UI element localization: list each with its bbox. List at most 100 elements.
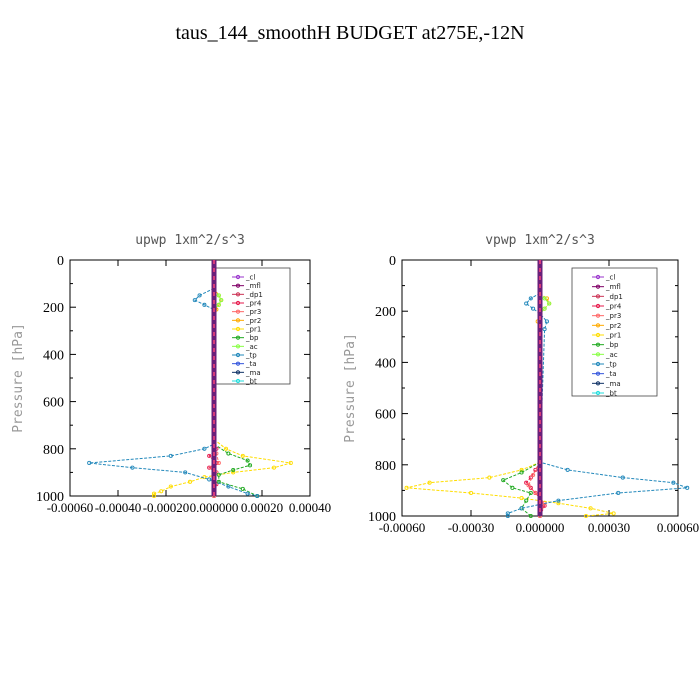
legend-marker <box>595 274 601 280</box>
legend-label: _mfl <box>245 282 261 290</box>
series-point <box>202 302 207 307</box>
y-axis-label: Pressure [hPa] <box>343 333 358 443</box>
series-line-pr1 <box>406 461 614 517</box>
series-point <box>519 467 524 472</box>
series-point <box>528 485 533 490</box>
x-tick-label: -0.00060 <box>47 500 94 515</box>
series-point <box>216 293 221 298</box>
legend-label: _pr4 <box>245 300 262 308</box>
legend-label: _cl <box>605 274 615 282</box>
series-point <box>685 485 690 490</box>
legend-label: _pr3 <box>605 312 621 320</box>
legend-label: _pr1 <box>605 332 621 340</box>
series-point <box>542 327 547 332</box>
series-point <box>216 460 221 466</box>
series-point <box>583 513 589 519</box>
series-point <box>524 301 529 306</box>
y-tick-label: 0 <box>57 254 64 269</box>
x-tick-label: 0.00060 <box>657 520 699 535</box>
legend-marker <box>235 292 241 297</box>
series-point <box>588 506 593 511</box>
series-point <box>216 472 221 477</box>
y-axis-label: Pressure [hPa] <box>11 323 26 433</box>
legend-marker <box>595 390 601 396</box>
legend-label: _ta <box>245 360 257 368</box>
series-point <box>197 293 202 298</box>
series-point <box>544 319 549 324</box>
chart-title: vpwp 1xm^2/s^3 <box>485 233 595 248</box>
series-point <box>223 446 229 451</box>
x-tick-label: -0.00040 <box>95 500 142 515</box>
y-tick-label: 600 <box>375 408 396 423</box>
series-line-pr3 <box>527 461 546 517</box>
series-point <box>524 498 529 503</box>
legend-label: _dp1 <box>605 293 623 301</box>
series-point <box>231 467 236 473</box>
series-point <box>505 511 510 516</box>
legend-label: _pr4 <box>605 303 622 311</box>
legend-label: _pr2 <box>245 317 261 325</box>
legend-marker <box>235 283 241 288</box>
series-point <box>151 493 157 499</box>
series-point <box>168 453 173 458</box>
series-point <box>247 463 253 468</box>
legend-marker <box>595 303 601 309</box>
x-tick-label: 0.00040 <box>289 500 331 515</box>
series-point <box>231 470 236 475</box>
legend-label: _ac <box>245 343 258 351</box>
series-point <box>531 306 536 311</box>
series-point <box>240 453 245 458</box>
series-point <box>519 496 524 501</box>
legend-marker <box>235 300 241 306</box>
legend-label: _tp <box>245 352 257 360</box>
x-tick-label: 0.00020 <box>241 500 283 515</box>
series-point <box>207 465 212 470</box>
series-point <box>533 490 538 496</box>
series-point <box>255 493 260 499</box>
series-line-ac <box>213 290 222 310</box>
legend-label: _dp1 <box>245 291 263 299</box>
series-point <box>87 460 92 466</box>
legend-label: _ma <box>245 369 261 377</box>
y-tick-label: 1000 <box>368 510 396 525</box>
legend-marker <box>235 335 241 340</box>
series-point <box>505 513 510 519</box>
y-tick-label: 200 <box>375 305 396 320</box>
y-tick-label: 800 <box>43 443 64 458</box>
x-tick-label: 0.00030 <box>588 520 630 535</box>
legend-label: _pr1 <box>245 326 261 334</box>
series-point <box>519 470 524 475</box>
legend-box <box>571 267 658 397</box>
y-tick-label: 200 <box>43 301 64 316</box>
series-point <box>544 296 549 301</box>
legend-box <box>211 267 291 385</box>
legend-label: _bt <box>245 378 257 386</box>
series-line-tp <box>507 292 688 516</box>
legend-marker <box>235 318 241 323</box>
legend-label: _bp <box>605 341 619 349</box>
legend-marker <box>595 361 601 367</box>
y-tick-label: 600 <box>43 396 64 411</box>
chart-title: upwp 1xm^2/s^3 <box>135 233 245 248</box>
series-point <box>547 301 552 306</box>
legend-marker <box>595 323 601 328</box>
legend-label: _mfl <box>605 283 621 291</box>
series-point <box>531 472 536 478</box>
chart-panel-2: vpwp 1xm^2/s^3 0 200 400 600 800 1000-0.00060 -… <box>343 233 699 535</box>
series-point <box>565 467 570 472</box>
legend-label: _tp <box>605 361 617 369</box>
series-point <box>192 298 197 303</box>
legend-label: _bp <box>245 334 259 342</box>
chart-panel-1: upwp 1xm^2/s^302004006008001000-0.00060-… <box>11 233 331 515</box>
series-point <box>611 511 616 516</box>
legend-label: _ta <box>605 370 617 378</box>
series-point <box>519 506 524 511</box>
series-point <box>271 465 277 470</box>
series-line-ac <box>539 292 550 315</box>
legend-marker <box>235 361 241 366</box>
series-point <box>487 475 492 480</box>
series-point <box>130 465 135 470</box>
legend-marker <box>235 344 241 349</box>
y-tick-label: 400 <box>43 348 64 363</box>
series-point <box>510 485 515 490</box>
